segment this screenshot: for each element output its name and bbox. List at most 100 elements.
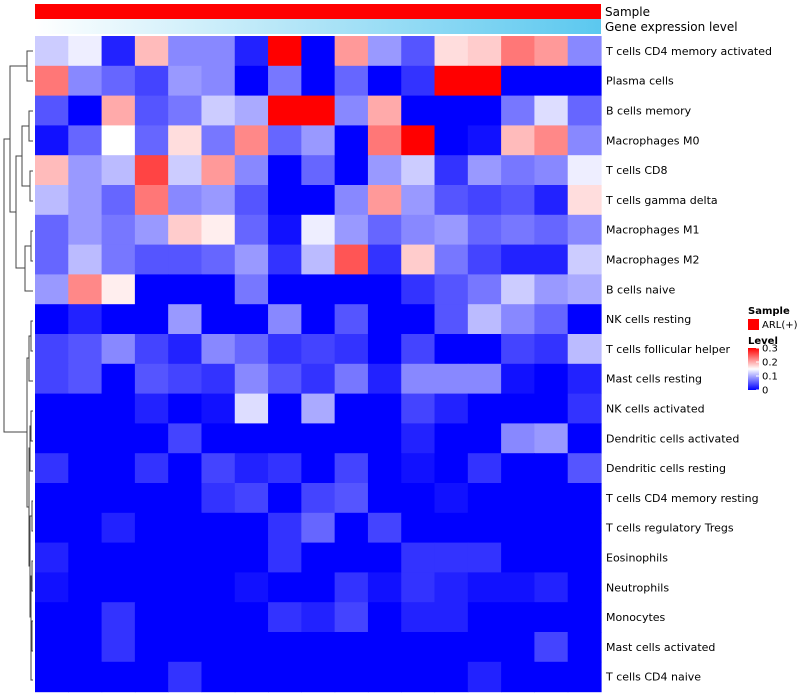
- legend-sample-title: Sample: [748, 306, 790, 317]
- heatmap-cell: [234, 512, 269, 544]
- heatmap-cell: [367, 334, 402, 365]
- heatmap-cell: [367, 542, 402, 573]
- heatmap-cell: [534, 661, 569, 693]
- heatmap-cell: [101, 363, 136, 395]
- heatmap-cell: [467, 393, 502, 424]
- heatmap-cell: [401, 423, 436, 454]
- heatmap-cell: [168, 274, 203, 305]
- legend-level-title: Level: [748, 336, 778, 347]
- heatmap-cell: [168, 363, 203, 395]
- heatmap-cell: [367, 363, 402, 395]
- heatmap-cell: [367, 214, 402, 246]
- heatmap-cell: [234, 244, 269, 275]
- heatmap-cell: [35, 661, 69, 693]
- heatmap-cell: [134, 632, 169, 663]
- row-label: Macrophages M1: [606, 224, 699, 237]
- heatmap-cell: [234, 155, 269, 186]
- heatmap-cell: [501, 244, 536, 275]
- heatmap-cell: [501, 334, 536, 365]
- heatmap-cell: [434, 423, 469, 454]
- heatmap-cell: [234, 185, 269, 216]
- row-label: T cells CD8: [605, 164, 668, 177]
- heatmap-cell: [434, 65, 469, 97]
- heatmap-cell: [567, 334, 602, 365]
- heatmap-cell: [301, 244, 336, 275]
- heatmap-cell: [101, 453, 136, 484]
- heatmap-cell: [501, 363, 536, 395]
- heatmap-cell: [201, 155, 236, 186]
- heatmap-cell: [268, 542, 302, 573]
- heatmap-cell: [268, 244, 302, 275]
- heatmap-cell: [467, 185, 502, 216]
- heatmap-cell: [434, 483, 469, 514]
- heatmap-cell: [434, 661, 469, 693]
- heatmap-cell: [301, 214, 336, 246]
- heatmap-cell: [201, 95, 236, 126]
- heatmap-cell: [301, 274, 336, 305]
- heatmap-cell: [334, 393, 369, 424]
- heatmap-cell: [101, 334, 136, 365]
- heatmap-cell: [101, 125, 136, 156]
- heatmap-cell: [68, 274, 103, 305]
- legend-level-ticks: 0.3 0.2 0.1 0: [756, 344, 778, 397]
- heatmap-cell: [367, 95, 402, 126]
- heatmap-cell: [101, 214, 136, 246]
- heatmap-cell: [68, 423, 103, 454]
- heatmap-cell: [401, 185, 436, 216]
- row-label: Dendritic cells resting: [606, 462, 726, 475]
- row-labels: T cells CD4 memory activated Plasma cells…: [605, 45, 772, 684]
- heatmap-cell: [201, 453, 236, 484]
- heatmap-cell: [467, 483, 502, 514]
- heatmap-cell: [301, 125, 336, 156]
- heatmap-cell: [168, 423, 203, 454]
- heatmap-cell: [301, 155, 336, 186]
- heatmap-cell: [567, 125, 602, 156]
- heatmap-cell: [168, 244, 203, 275]
- heatmap-cell: [367, 602, 402, 633]
- heatmap-cell: [134, 363, 169, 395]
- heatmap-cell: [334, 65, 369, 97]
- heatmap-cell: [467, 244, 502, 275]
- heatmap-cell: [367, 453, 402, 484]
- heatmap-cell: [234, 274, 269, 305]
- heatmap-cell: [534, 572, 569, 603]
- row-label: Mast cells resting: [606, 373, 702, 386]
- heatmap-cell: [234, 214, 269, 246]
- heatmap-cell: [301, 572, 336, 603]
- heatmap-cell: [201, 423, 236, 454]
- heatmap-cell: [334, 95, 369, 126]
- row-label: T cells follicular helper: [605, 343, 731, 356]
- heatmap-cell: [134, 393, 169, 424]
- heatmap-cell: [35, 36, 69, 67]
- heatmap-cell: [401, 393, 436, 424]
- heatmap-cell: [434, 453, 469, 484]
- heatmap-cell: [434, 334, 469, 365]
- heatmap-cell: [35, 393, 69, 424]
- heatmap-cell: [234, 483, 269, 514]
- heatmap-cell: [234, 542, 269, 573]
- heatmap-cell: [501, 155, 536, 186]
- heatmap-cell: [268, 423, 302, 454]
- heatmap-cell: [201, 602, 236, 633]
- heatmap-cell: [501, 125, 536, 156]
- heatmap-cell: [68, 393, 103, 424]
- heatmap-cell: [68, 65, 103, 97]
- heatmap-cell: [168, 214, 203, 246]
- heatmap-cell: [567, 483, 602, 514]
- heatmap-cell: [201, 185, 236, 216]
- heatmap-cell: [367, 423, 402, 454]
- heatmap-cell: [567, 602, 602, 633]
- heatmap-cell: [334, 572, 369, 603]
- heatmap-cell: [434, 95, 469, 126]
- heatmap-cell: [334, 155, 369, 186]
- heatmap-cell: [301, 393, 336, 424]
- heatmap-cell: [134, 334, 169, 365]
- heatmap-cell: [401, 214, 436, 246]
- row-label: T cells CD4 naive: [605, 671, 701, 684]
- heatmap-cell: [501, 661, 536, 693]
- heatmap-cell: [434, 36, 469, 67]
- heatmap-cell: [301, 334, 336, 365]
- heatmap-cell: [367, 512, 402, 544]
- heatmap-cell: [567, 95, 602, 126]
- heatmap-cell: [401, 125, 436, 156]
